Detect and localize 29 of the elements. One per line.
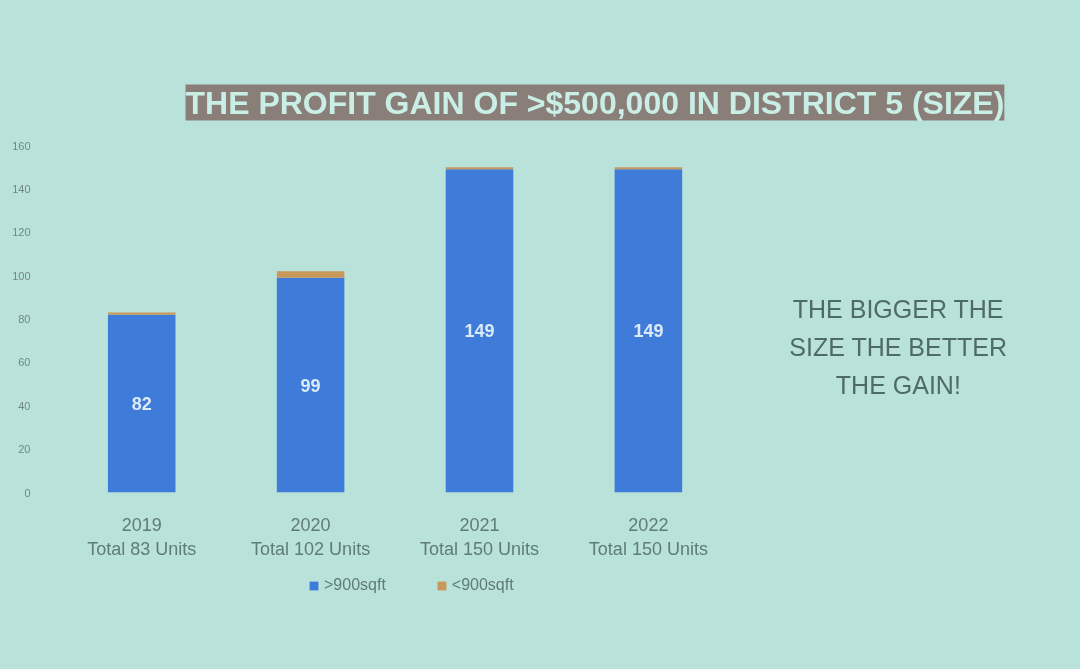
bar bbox=[276, 271, 345, 278]
y-tick-label: 40 bbox=[18, 399, 31, 412]
y-tick-label: 140 bbox=[12, 182, 31, 195]
y-tick-label: 60 bbox=[18, 356, 31, 369]
data-label: 82 bbox=[131, 394, 152, 415]
y-tick-label: 120 bbox=[12, 226, 31, 239]
bar bbox=[614, 169, 683, 493]
bar bbox=[107, 314, 176, 493]
y-tick-label: 80 bbox=[18, 313, 31, 325]
bar bbox=[276, 277, 345, 493]
y-tick-label: 0 bbox=[24, 486, 31, 499]
bar bbox=[614, 167, 683, 170]
bar bbox=[107, 312, 176, 315]
legend-label: <900sqft bbox=[451, 576, 514, 594]
data-label: 149 bbox=[464, 321, 495, 342]
y-tick-label: 160 bbox=[12, 139, 31, 152]
bar bbox=[445, 167, 514, 170]
x-tick-label: 2020 Total 102 Units bbox=[251, 514, 371, 559]
y-tick-label: 20 bbox=[18, 443, 31, 456]
data-label: 149 bbox=[633, 321, 664, 342]
x-tick-label: 2022 Total 150 Units bbox=[588, 514, 708, 559]
data-label: 99 bbox=[300, 375, 321, 396]
bar bbox=[445, 169, 514, 493]
legend-label: >900sqft bbox=[324, 576, 386, 594]
text: THE BIGGER THE SIZE THE BETTER THE GAIN! bbox=[789, 294, 1007, 399]
x-tick-label: 2021 Total 150 Units bbox=[419, 514, 540, 559]
x-tick-label: 2019 Total 83 Units bbox=[87, 514, 197, 559]
chart-title: THE PROFIT GAIN OF >$500,000 IN DISTRICT 5 (SIZE) bbox=[185, 84, 1005, 121]
y-tick-label: 100 bbox=[12, 269, 31, 282]
